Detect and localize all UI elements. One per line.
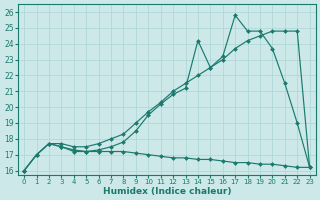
X-axis label: Humidex (Indice chaleur): Humidex (Indice chaleur) — [103, 187, 231, 196]
